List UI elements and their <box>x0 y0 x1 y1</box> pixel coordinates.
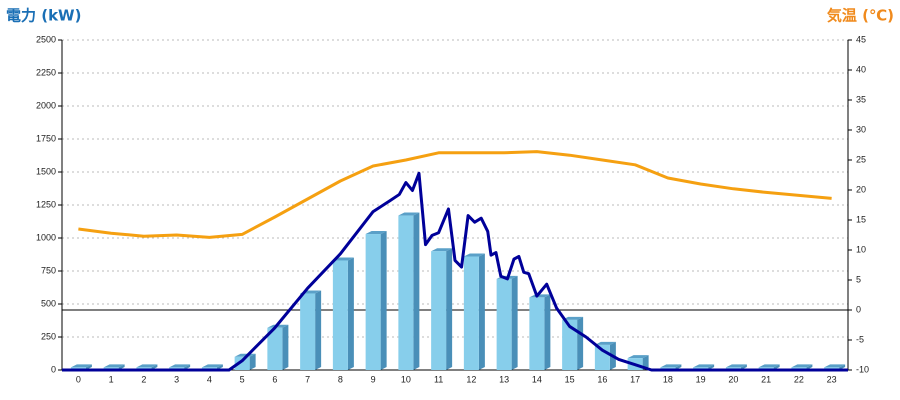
bar-side <box>544 294 551 370</box>
x-tick-label: 18 <box>663 374 673 384</box>
x-tick-label: 21 <box>761 374 771 384</box>
x-tick-label: 5 <box>240 374 245 384</box>
bar <box>431 251 447 370</box>
bar-top <box>431 248 453 252</box>
bar-side <box>478 253 485 370</box>
x-tick-label: 15 <box>565 374 575 384</box>
x-tick-label: 17 <box>630 374 640 384</box>
bar-top <box>103 364 125 368</box>
y-tick-label: 2500 <box>36 34 56 44</box>
bar-top <box>136 364 158 368</box>
y-tick-label: 250 <box>41 331 56 341</box>
x-tick-label: 10 <box>401 374 411 384</box>
bar-top <box>594 341 616 345</box>
x-tick-label: 8 <box>338 374 343 384</box>
y-tick-label: 1750 <box>36 133 56 143</box>
bar-side <box>315 290 322 370</box>
bar-top <box>365 231 387 235</box>
x-tick-label: 11 <box>434 374 443 384</box>
bar-top <box>725 364 747 368</box>
x-tick-label: 4 <box>207 374 212 384</box>
y2-tick-label: 20 <box>856 184 866 194</box>
y-tick-label: 2250 <box>36 67 56 77</box>
y-tick-label: 1500 <box>36 166 56 176</box>
bar-top <box>791 364 813 368</box>
y2-tick-label: 30 <box>856 124 866 134</box>
y-tick-label: 1000 <box>36 232 56 242</box>
x-tick-label: 20 <box>728 374 738 384</box>
x-tick-label: 14 <box>532 374 542 384</box>
y2-tick-label: -5 <box>856 334 864 344</box>
y-tick-label: 0 <box>51 364 56 374</box>
bar <box>463 256 479 370</box>
bar-side <box>577 316 584 370</box>
line <box>78 150 832 239</box>
y2-tick-label: 15 <box>856 214 866 224</box>
bar-top <box>693 364 715 368</box>
bar-side <box>347 257 354 370</box>
y2-tick-label: -10 <box>856 364 869 374</box>
x-tick-label: 1 <box>109 374 114 384</box>
x-tick-label: 16 <box>597 374 607 384</box>
x-tick-label: 12 <box>466 374 476 384</box>
x-tick-label: 19 <box>696 374 706 384</box>
y2-tick-label: 0 <box>856 304 861 314</box>
y2-tick-label: 40 <box>856 64 866 74</box>
bar-top <box>562 316 584 320</box>
bar-top <box>660 364 682 368</box>
bar-top <box>398 212 420 216</box>
y-tick-label: 2000 <box>36 100 56 110</box>
bar-top <box>463 253 485 257</box>
bar-side <box>380 231 387 370</box>
y2-tick-label: 25 <box>856 154 866 164</box>
y-tick-label: 1250 <box>36 199 56 209</box>
bar <box>365 234 381 370</box>
y2-tick-label: 10 <box>856 244 866 254</box>
x-tick-label: 6 <box>272 374 277 384</box>
bar-top <box>627 355 649 359</box>
x-tick-label: 7 <box>305 374 310 384</box>
bar <box>300 293 316 370</box>
bar-top <box>529 294 551 298</box>
x-tick-label: 0 <box>76 374 81 384</box>
bar-side <box>511 275 518 370</box>
bar-side <box>413 212 420 370</box>
bar-side <box>249 353 256 370</box>
bar-top <box>758 364 780 368</box>
y2-tick-label: 45 <box>856 34 866 44</box>
bar <box>529 297 545 370</box>
bar <box>332 260 348 370</box>
bar <box>234 356 250 370</box>
bar <box>398 215 414 370</box>
x-tick-label: 13 <box>499 374 509 384</box>
y-tick-label: 500 <box>41 298 56 308</box>
bar-side <box>446 248 453 370</box>
bar-top <box>169 364 191 368</box>
y-axis-title: 電力 (kW) <box>6 7 81 25</box>
bar <box>562 319 578 370</box>
bar <box>267 327 283 370</box>
x-tick-label: 9 <box>371 374 376 384</box>
bar-top <box>201 364 223 368</box>
x-tick-label: 22 <box>794 374 804 384</box>
y2-tick-label: 35 <box>856 94 866 104</box>
bar-top <box>70 364 92 368</box>
y2-axis-title: 気温 (℃) <box>827 7 894 25</box>
x-tick-label: 2 <box>141 374 146 384</box>
x-tick-label: 23 <box>827 374 837 384</box>
y2-tick-label: 5 <box>856 274 861 284</box>
x-tick-label: 3 <box>174 374 179 384</box>
line <box>62 171 848 372</box>
bar-top <box>824 364 846 368</box>
bar <box>496 278 512 370</box>
bar-side <box>282 324 289 370</box>
y-tick-label: 750 <box>41 265 56 275</box>
